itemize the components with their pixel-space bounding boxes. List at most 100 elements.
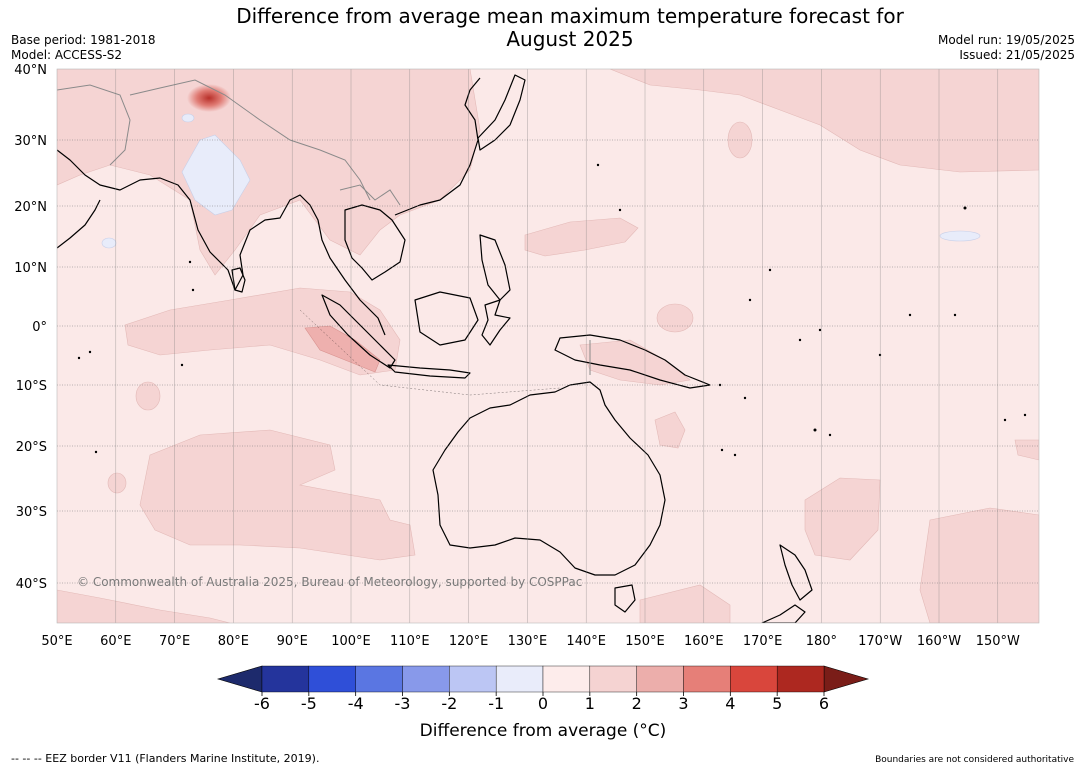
anomaly-region-east-pacific — [1014, 439, 1039, 461]
anomaly-region-far-se-pacific — [919, 507, 1039, 623]
colorbar: -6 -5 -4 -3 -2 -1 0 1 2 3 4 5 6 — [216, 665, 870, 713]
colorbar-segment — [589, 665, 637, 693]
colorbar-segment — [636, 665, 684, 693]
colorbar-segment — [542, 665, 591, 693]
colorbar-tick-label: -5 — [301, 694, 317, 713]
lon-label: 180° — [806, 634, 837, 649]
meta-right: Model run: 19/05/2025 Issued: 21/05/2025 — [938, 33, 1075, 63]
colorbar-segment — [261, 665, 310, 693]
colorbar-tick-label: 0 — [538, 694, 548, 713]
anomaly-region-coral-sea — [654, 411, 686, 449]
colorbar-tick-label: 2 — [632, 694, 642, 713]
colorbar-segment — [449, 665, 497, 693]
anomaly-field — [57, 69, 1039, 623]
coast-arabia-india — [57, 149, 386, 336]
colorbar-segment — [308, 665, 356, 693]
coast-borneo — [414, 291, 479, 346]
lon-label: 50°E — [41, 634, 72, 649]
coast-arabia-south — [57, 199, 101, 249]
lon-label: 170°E — [743, 634, 783, 649]
coast-new-zealand-south — [761, 604, 806, 623]
colorbar-segment — [776, 665, 825, 693]
colorbar-tick-label: -4 — [348, 694, 364, 713]
colorbar-over-arrow — [823, 665, 870, 693]
colorbar-tick-label: 4 — [725, 694, 735, 713]
colorbar-tick-label: 3 — [678, 694, 688, 713]
coast-china — [394, 77, 481, 216]
map-title: Difference from average mean maximum tem… — [200, 5, 940, 51]
boundaries-disclaimer: Boundaries are not considered authoritat… — [875, 755, 1074, 765]
anomaly-hotspot-himalaya — [187, 84, 231, 112]
colorbar-tick-label: 5 — [772, 694, 782, 713]
coast-sulawesi — [481, 299, 511, 346]
anomaly-region-small-1 — [135, 381, 161, 411]
lon-label: 110°E — [390, 634, 430, 649]
anomaly-region-sw-indian — [57, 589, 231, 623]
anomaly-region-pacific-cool — [939, 230, 981, 242]
model-name: Model: ACCESS-S2 — [11, 48, 123, 62]
coast-sumatra — [321, 294, 396, 369]
eez-indonesia — [299, 309, 561, 396]
colorbar-tick-label: -1 — [488, 694, 504, 713]
lat-label: 10°S — [16, 379, 47, 394]
lon-label: 160°E — [684, 634, 724, 649]
issued-date: Issued: 21/05/2025 — [959, 48, 1075, 62]
border-himalaya — [129, 79, 371, 201]
anomaly-region-south-tasman — [639, 584, 731, 623]
coastlines — [57, 74, 813, 623]
lon-labels: 50°E 60°E 70°E 80°E 90°E 100°E 110°E 120°E 130°E… — [41, 634, 1020, 649]
lon-label: 150°W — [976, 634, 1020, 649]
colorbar-under-arrow — [216, 665, 263, 693]
lon-label: 120°E — [449, 634, 489, 649]
anomaly-region-tibet-cool — [181, 113, 195, 123]
meta-left: Base period: 1981-2018 Model: ACCESS-S2 — [11, 33, 156, 63]
lon-label: 130°E — [508, 634, 548, 649]
colorbar-tick-label: 1 — [585, 694, 595, 713]
graticule — [57, 69, 1039, 623]
colorbar-segment — [402, 665, 450, 693]
title-line-2: August 2025 — [506, 27, 634, 51]
colorbar-segment — [730, 665, 778, 693]
coast-sri-lanka — [231, 267, 246, 293]
coast-java — [387, 364, 471, 379]
lat-label: 30°S — [16, 505, 47, 520]
lat-labels: 40°N 30°N 20°N 10°N 0° 10°S 20°S 30°S 40°S — [14, 63, 47, 592]
lon-label: 150°E — [625, 634, 665, 649]
border-indochina — [339, 184, 401, 206]
coast-japan — [477, 74, 526, 151]
coast-australia — [432, 381, 666, 576]
colorbar-tick-label: -2 — [441, 694, 457, 713]
colorbar-tick-label: -3 — [395, 694, 411, 713]
lat-label: 20°S — [16, 440, 47, 455]
lon-label: 160°W — [917, 634, 961, 649]
colorbar-label: Difference from average (°C) — [419, 721, 667, 741]
lat-label: 0° — [32, 320, 47, 335]
colorbar-segment — [495, 665, 544, 693]
anomaly-region-small-2 — [107, 472, 127, 494]
coast-new-zealand-north — [779, 544, 813, 601]
copyright-text: © Commonwealth of Australia 2025, Bureau… — [77, 575, 582, 589]
colorbar-tick-label: -6 — [254, 694, 270, 713]
lon-label: 170°W — [858, 634, 902, 649]
small-islands — [77, 163, 1027, 457]
lon-label: 70°E — [159, 634, 190, 649]
lat-label: 40°S — [16, 577, 47, 592]
anomaly-region-india-cool — [181, 134, 251, 216]
anomaly-region-small-3 — [656, 303, 694, 333]
coast-tasmania — [614, 584, 636, 613]
lon-label: 90°E — [277, 634, 308, 649]
anomaly-region-central-pacific — [524, 217, 639, 257]
colorbar-segment — [683, 665, 731, 693]
lon-label: 60°E — [100, 634, 131, 649]
country-borders — [57, 79, 591, 375]
anomaly-region-png — [579, 339, 691, 386]
lat-label: 30°N — [14, 134, 47, 149]
lon-label: 140°E — [566, 634, 606, 649]
anomaly-region-pacific-ne — [609, 69, 1039, 173]
coast-philippines — [479, 234, 511, 301]
lon-label: 80°E — [218, 634, 249, 649]
colorbar-segment — [355, 665, 403, 693]
model-run: Model run: 19/05/2025 — [937, 33, 1075, 47]
title-line-1: Difference from average mean maximum tem… — [236, 4, 904, 28]
anomaly-region-se-pacific — [804, 477, 881, 561]
